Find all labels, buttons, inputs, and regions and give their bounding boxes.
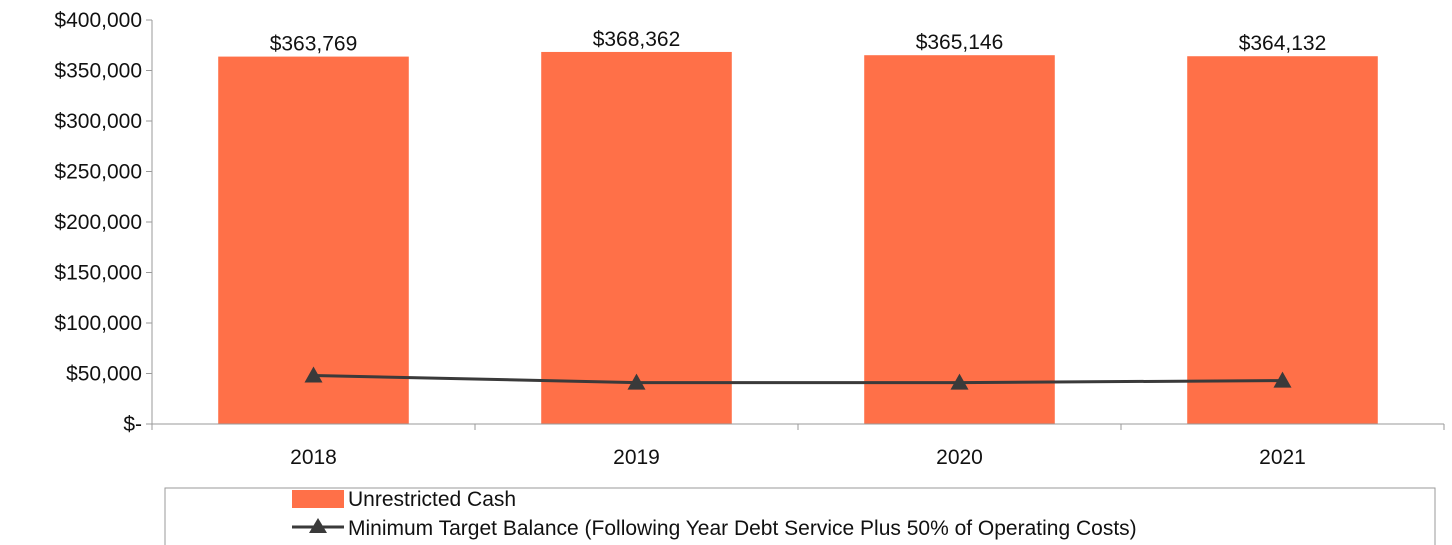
y-tick-label: $400,000	[54, 9, 142, 32]
data-label-2021: $364,132	[1239, 32, 1327, 55]
y-tick-label: $200,000	[54, 211, 142, 234]
data-label-2020: $365,146	[916, 31, 1004, 54]
x-tick-label-2020: 2020	[936, 446, 983, 469]
y-tick-label: $150,000	[54, 262, 142, 285]
legend-box	[164, 487, 1436, 545]
data-label-2019: $368,362	[593, 28, 681, 51]
bar-2021	[1187, 56, 1378, 424]
y-tick-label: $-	[123, 413, 142, 436]
bar-2018	[218, 56, 409, 424]
y-tick-label: $100,000	[54, 312, 142, 335]
y-tick-label: $50,000	[66, 363, 142, 386]
target-balance-marker-2019	[627, 373, 646, 390]
target-balance-marker-2020	[950, 373, 969, 390]
legend: Unrestricted Cash Minimum Target Balance…	[164, 487, 1436, 545]
x-tick-label-2021: 2021	[1259, 446, 1306, 469]
legend-swatch-triangle-icon	[309, 518, 327, 533]
y-tick-label: $250,000	[54, 161, 142, 184]
y-tick-label: $350,000	[54, 60, 142, 83]
y-tick-label: $300,000	[54, 110, 142, 133]
legend-swatch-bar	[292, 490, 344, 508]
plot-area: $- $50,000 $100,000 $150,000 $200,000 $250,00…	[54, 9, 1445, 469]
data-label-2018: $363,769	[270, 33, 358, 56]
x-tick-label-2018: 2018	[290, 446, 337, 469]
x-tick-label-2019: 2019	[613, 446, 660, 469]
target-balance-line	[313, 374, 1283, 385]
target-balance-marker-2018	[304, 366, 323, 383]
legend-label-line: Minimum Target Balance (Following Year D…	[348, 517, 1137, 540]
legend-label-bar: Unrestricted Cash	[348, 488, 516, 511]
target-balance-marker-2021	[1273, 371, 1292, 388]
bar-2020	[864, 55, 1055, 424]
bar-2019	[541, 51, 732, 425]
